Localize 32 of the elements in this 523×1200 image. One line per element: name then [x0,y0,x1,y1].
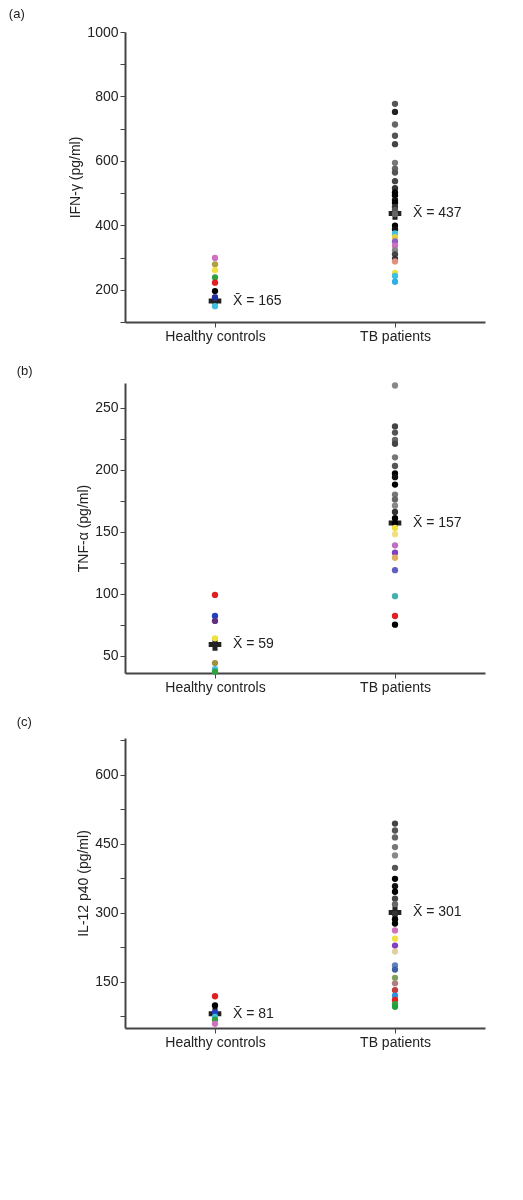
x-tick-label: Healthy controls [165,327,266,344]
y-tick-label: 600 [95,152,119,169]
data-label: X̄ = 165 [233,292,282,309]
data-label: X̄ = 437 [413,204,462,221]
y-axis-title: TNF-α (pg/ml) [75,484,92,573]
x-tick-label: Healthy controls [165,1033,266,1050]
chart-title: (b) [16,363,33,379]
y-tick-label: 150 [95,523,119,540]
x-tick-label: Healthy controls [165,678,266,695]
data-label: X̄ = 59 [233,635,275,652]
text: (a) [8,6,25,21]
data-label: X̄ = 301 [413,903,462,920]
y-axis-title: IL-12 p40 (pg/ml) [75,830,92,937]
y-tick-label: 450 [95,835,119,852]
y-tick-label: 300 [95,904,119,921]
y-axis-title: IFN-γ (pg/ml) [67,136,84,219]
data-label: X̄ = 157 [413,514,462,531]
y-tick-label: 150 [95,973,119,990]
y-tick-label: 800 [95,87,119,104]
y-tick-label: 100 [95,585,119,602]
y-tick-label: 400 [95,216,119,233]
y-tick-label: 1000 [87,23,119,40]
data-label: X̄ = 81 [233,1004,275,1021]
x-tick-label: TB patients [360,327,431,344]
y-tick-label: 50 [102,647,119,664]
x-tick-label: TB patients [360,1033,431,1050]
chart-title: (c) [16,714,32,730]
y-tick-label: 200 [95,281,119,298]
x-tick-label: TB patients [360,678,431,695]
y-tick-label: 600 [95,766,119,783]
y-tick-label: 200 [95,461,119,478]
y-tick-label: 250 [95,399,119,416]
